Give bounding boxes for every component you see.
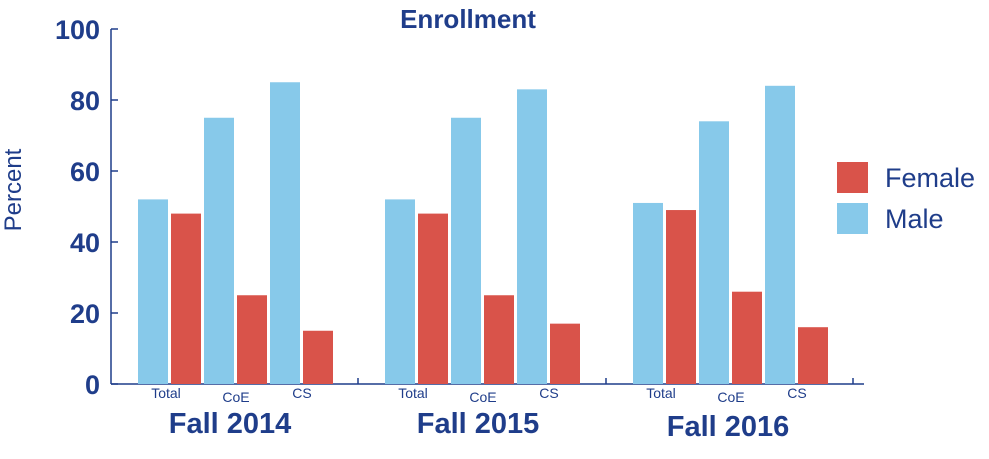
category-label: CS bbox=[787, 385, 806, 401]
category-label: CS bbox=[292, 385, 311, 401]
category-label: Total bbox=[398, 385, 428, 401]
group-label: Fall 2014 bbox=[169, 408, 292, 440]
chart-title: Enrollment bbox=[400, 4, 536, 34]
bar-male bbox=[204, 118, 234, 384]
legend-label-male: Male bbox=[885, 204, 944, 234]
group-label: Fall 2016 bbox=[667, 411, 790, 443]
bar-male bbox=[451, 118, 481, 384]
legend-label-female: Female bbox=[885, 163, 975, 193]
bar-male bbox=[517, 89, 547, 384]
y-tick-label: 60 bbox=[70, 157, 100, 187]
legend-swatch-male bbox=[837, 203, 868, 234]
bar-female bbox=[732, 292, 762, 384]
y-tick-label: 100 bbox=[55, 15, 100, 45]
y-tick-label: 20 bbox=[70, 299, 100, 329]
bar-female bbox=[171, 214, 201, 384]
bar-female bbox=[798, 327, 828, 384]
bar-female bbox=[303, 331, 333, 384]
legend-swatch-female bbox=[837, 162, 868, 193]
bar-male bbox=[385, 199, 415, 384]
bar-female bbox=[550, 324, 580, 384]
category-label: CS bbox=[539, 385, 558, 401]
y-axis-label: Percent bbox=[0, 148, 27, 231]
group-label: Fall 2015 bbox=[417, 408, 540, 440]
y-tick-label: 40 bbox=[70, 228, 100, 258]
category-label: CoE bbox=[717, 389, 744, 405]
bar-female bbox=[666, 210, 696, 384]
bar-female bbox=[418, 214, 448, 384]
bar-female bbox=[237, 295, 267, 384]
bar-male bbox=[765, 86, 795, 384]
legend: Female Male bbox=[837, 162, 975, 234]
bar-male bbox=[699, 121, 729, 384]
category-label: CoE bbox=[469, 389, 496, 405]
bar-female bbox=[484, 295, 514, 384]
bar-male bbox=[633, 203, 663, 384]
category-label: Total bbox=[151, 385, 181, 401]
y-tick-label: 0 bbox=[85, 370, 100, 400]
category-label: CoE bbox=[222, 389, 249, 405]
category-label: Total bbox=[646, 385, 676, 401]
bar-male bbox=[270, 82, 300, 384]
bar-male bbox=[138, 199, 168, 384]
y-tick-label: 80 bbox=[70, 86, 100, 116]
